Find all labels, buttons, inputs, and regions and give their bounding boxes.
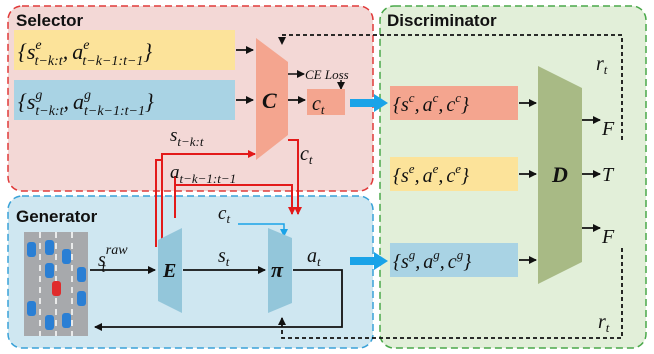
reward-top-label: rt bbox=[596, 53, 608, 77]
output-bot-label: F bbox=[601, 226, 615, 248]
tuple-e-text: {se, ae, ce} bbox=[393, 161, 469, 187]
output-top-label: F bbox=[601, 118, 615, 140]
selector-block-c bbox=[256, 38, 288, 160]
encoder-label: E bbox=[162, 260, 176, 282]
tuple-g-box bbox=[390, 243, 518, 277]
gen-history-box bbox=[14, 80, 235, 120]
output-mid-label: T bbox=[602, 164, 615, 186]
discriminator-block-d bbox=[538, 66, 582, 284]
state-history-label: st−k:t bbox=[170, 125, 204, 149]
context-input-label: ct bbox=[218, 203, 230, 226]
road-scene-image bbox=[24, 232, 88, 336]
action-history-label: at−k−1:t−1 bbox=[170, 162, 236, 186]
reward-bot-label: rt bbox=[598, 311, 610, 335]
red-line-state-tap bbox=[155, 159, 162, 247]
context-side-label: ct bbox=[300, 143, 313, 167]
arrow-context-input bbox=[238, 223, 288, 237]
tuple-c-box bbox=[390, 86, 518, 120]
discriminator-block-label: D bbox=[551, 162, 568, 187]
tuple-e-box bbox=[390, 157, 518, 191]
selector-block-label: C bbox=[262, 88, 277, 113]
discriminator-title: Discriminator bbox=[387, 11, 497, 30]
arrow-c-to-disc bbox=[350, 94, 388, 112]
expert-history-text: {se t−k:t, ae t−k−1:t−1} bbox=[18, 38, 152, 69]
generator-title: Generator bbox=[16, 207, 98, 226]
selector-title: Selector bbox=[16, 11, 83, 30]
expert-history-box bbox=[14, 30, 235, 70]
action-label: at bbox=[307, 245, 321, 269]
ce-loss-label: CE Loss bbox=[305, 67, 349, 82]
tuple-c-text: {sc, ac, cc} bbox=[393, 90, 469, 116]
arrow-action-to-env bbox=[94, 269, 343, 331]
state-label: st bbox=[218, 245, 230, 269]
policy-label: π bbox=[271, 257, 284, 282]
gen-history-text: {sg t−k:t, ag t−k−1:t−1} bbox=[18, 88, 154, 119]
arrow-g-to-disc bbox=[350, 252, 388, 270]
reward-feedback-bot bbox=[278, 248, 623, 339]
reward-feedback-top bbox=[278, 34, 623, 140]
arrow-context-to-pi bbox=[288, 139, 302, 215]
arrow-state-history bbox=[161, 150, 256, 247]
tuple-g-text: {sg, ag, cg} bbox=[393, 247, 471, 273]
encoder-block-e bbox=[158, 228, 182, 313]
raw-state-label: sraw t bbox=[98, 243, 128, 276]
context-output-text: ct bbox=[312, 93, 325, 117]
policy-block-pi bbox=[268, 228, 292, 313]
context-output-box bbox=[307, 89, 345, 115]
